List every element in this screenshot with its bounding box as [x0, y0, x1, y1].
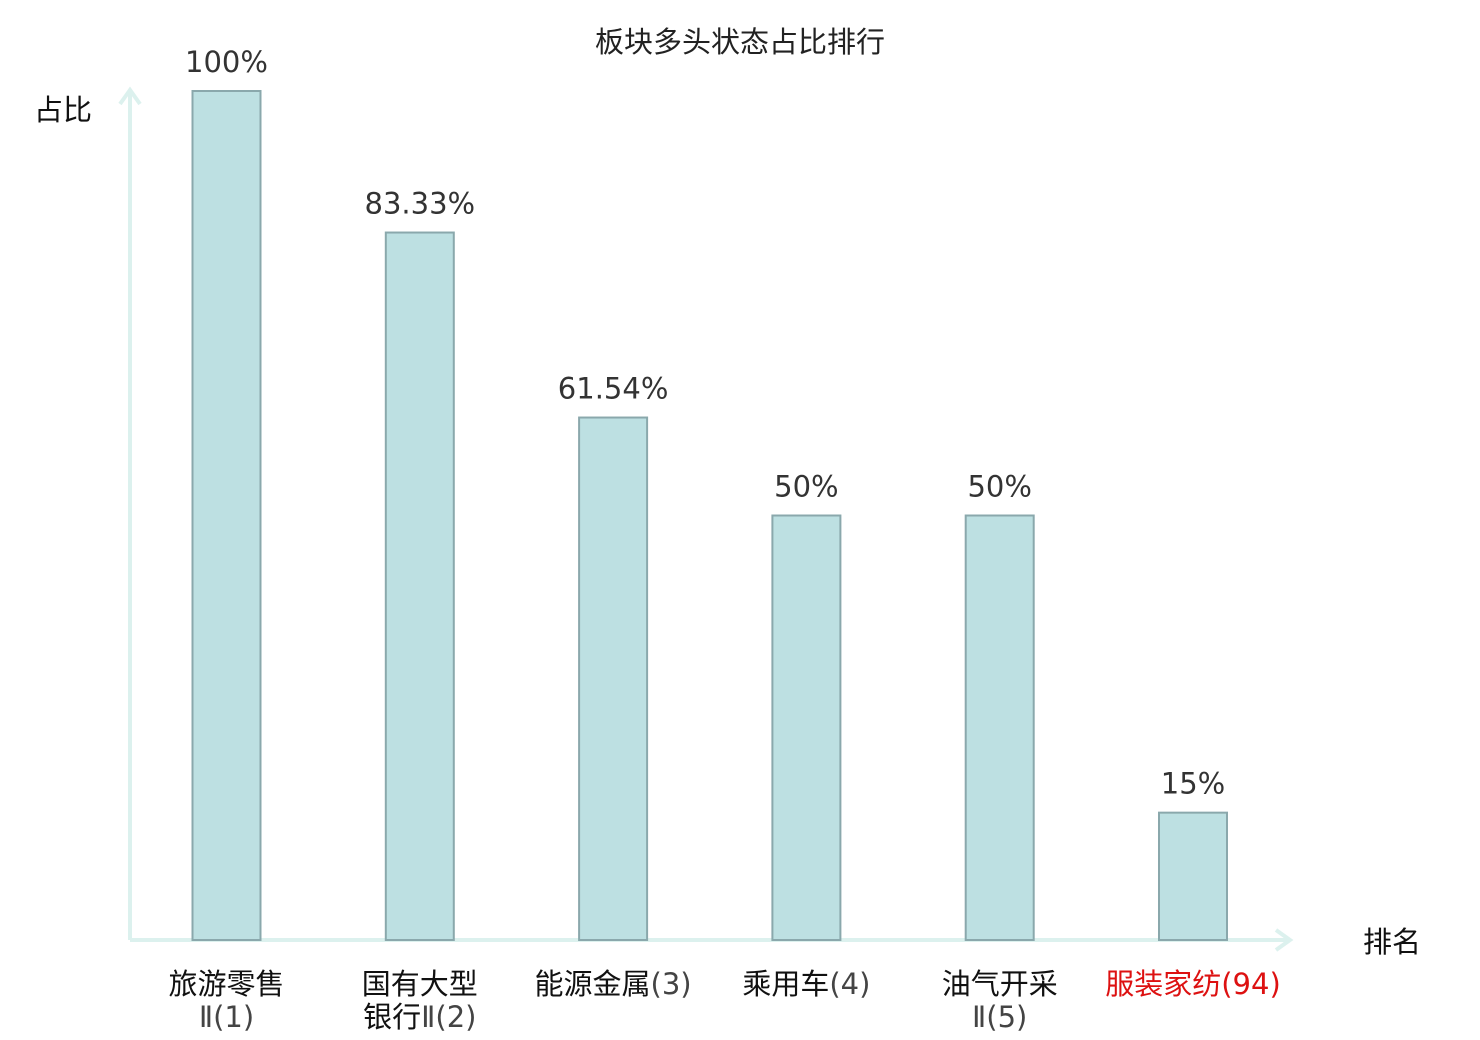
chart-title: 板块多头状态占比排行 — [595, 25, 885, 59]
category-label: Ⅱ(5) — [972, 1000, 1027, 1034]
value-label: 83.33% — [365, 187, 476, 221]
y-axis-arrow-icon — [118, 86, 142, 106]
x-axis-label: 排名 — [1363, 925, 1421, 959]
bar — [384, 231, 455, 941]
category-label: 能源金属(3) — [535, 967, 692, 1001]
category-label: Ⅱ(1) — [199, 1000, 254, 1034]
category-label: 旅游零售 — [168, 967, 284, 1001]
bar — [964, 514, 1035, 941]
category-label: 银行Ⅱ(2) — [363, 1000, 476, 1034]
value-labels-group: 100% 83.33% 61.54% 50% 50% 15% — [185, 45, 1225, 801]
category-label: 国有大型 — [362, 967, 478, 1001]
value-label: 15% — [1161, 767, 1225, 801]
value-label: 100% — [185, 45, 268, 79]
bar — [1158, 811, 1228, 942]
y-axis-label: 占比 — [34, 93, 92, 127]
bar — [771, 514, 842, 941]
value-label: 61.54% — [558, 372, 669, 406]
bar — [191, 90, 262, 941]
value-label: 50% — [774, 470, 838, 504]
value-label: 50% — [967, 470, 1031, 504]
bar — [578, 416, 649, 941]
category-label: 乘用车(4) — [742, 967, 870, 1001]
category-label: 油气开采 — [942, 967, 1058, 1001]
category-label: 服装家纺(94) — [1105, 967, 1281, 1001]
axes — [118, 86, 1294, 952]
bars-group — [191, 90, 1228, 942]
x-axis-arrow-icon — [1274, 928, 1294, 952]
